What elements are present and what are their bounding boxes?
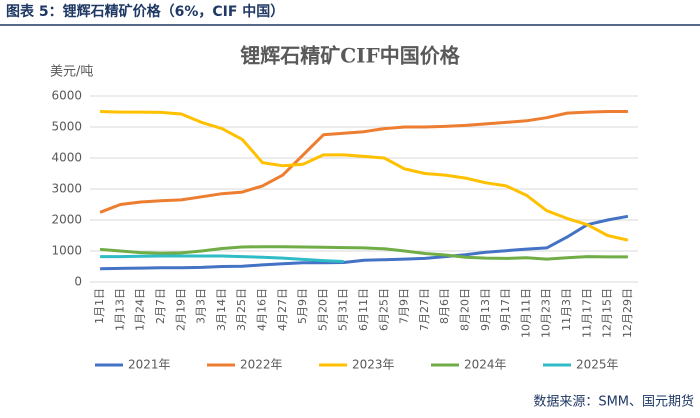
- chart-title: 锂辉石精矿CIF中国价格: [240, 44, 460, 68]
- x-tick-label: 2月7日: [154, 288, 167, 324]
- x-tick-label: 9月13日: [479, 288, 492, 331]
- x-tick-label: 1月24日: [134, 288, 147, 331]
- x-tick-label: 4月27日: [276, 288, 289, 331]
- y-tick-label: 5000: [51, 120, 82, 134]
- x-tick-label: 5月31日: [337, 288, 350, 331]
- x-tick-label: 11月3日: [560, 288, 573, 331]
- y-tick-label: 0: [74, 275, 82, 289]
- x-tick-label: 4月16日: [256, 288, 269, 331]
- legend-label: 2021年: [128, 358, 171, 372]
- y-tick-label: 4000: [51, 151, 82, 165]
- x-tick-label: 7月9日: [398, 288, 411, 324]
- x-tick-label: 11月17日: [580, 288, 593, 338]
- legend-label: 2024年: [464, 358, 507, 372]
- x-tick-label: 3月3日: [195, 288, 208, 324]
- source: 数据来源：SMM、国元期货: [533, 394, 694, 410]
- x-tick-label: 8月20日: [458, 288, 471, 331]
- series-line: [99, 110, 628, 214]
- x-tick-label: 5月20日: [316, 288, 329, 331]
- y-tick-label: 3000: [51, 182, 82, 196]
- x-tick-label: 3月25日: [235, 288, 248, 331]
- x-tick-label: 3月14日: [215, 288, 228, 331]
- x-tick-label: 7月27日: [418, 288, 431, 331]
- y-tick-label: 6000: [51, 89, 82, 103]
- x-tick-label: 8月6日: [438, 288, 451, 324]
- y-tick-label: 1000: [51, 244, 82, 258]
- legend-label: 2023年: [352, 358, 395, 372]
- x-tick-label: 10月11日: [519, 288, 532, 338]
- x-tick-label: 6月25日: [377, 288, 390, 331]
- series-line: [99, 245, 628, 261]
- x-tick-label: 1月1日: [93, 288, 106, 324]
- x-tick-label: 2月19日: [174, 288, 187, 331]
- report-title: 图表 5：锂辉石精矿价格（6%，CIF 中国）: [6, 3, 284, 20]
- x-tick-label: 12月15日: [601, 288, 614, 338]
- series-line: [100, 254, 344, 263]
- x-tick-label: 1月13日: [113, 288, 126, 331]
- y-tick-label: 2000: [51, 213, 82, 227]
- x-tick-label: 9月17日: [499, 288, 512, 331]
- x-tick-label: 10月23日: [540, 288, 553, 338]
- x-tick-label: 12月29日: [621, 288, 634, 338]
- series-line: [100, 214, 629, 271]
- series-line: [100, 110, 629, 242]
- y-axis-label: 美元/吨: [50, 65, 93, 80]
- x-tick-label: 5月9日: [296, 288, 309, 324]
- legend-label: 2022年: [240, 358, 283, 372]
- x-tick-label: 6月11日: [357, 288, 370, 331]
- legend-label: 2025年: [576, 358, 619, 372]
